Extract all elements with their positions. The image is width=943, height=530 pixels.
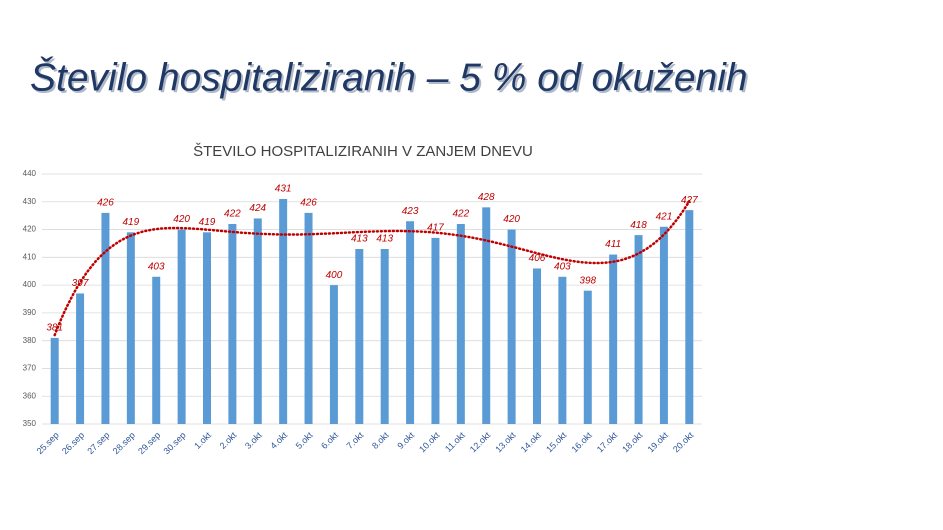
- bar: [659, 226, 668, 424]
- data-label: 403: [554, 261, 571, 272]
- x-tick-label: 11.okt: [443, 430, 467, 454]
- data-label: 413: [351, 234, 368, 245]
- data-label: 422: [453, 209, 470, 220]
- x-tick-label: 17.okt: [595, 430, 620, 455]
- data-label: 420: [173, 214, 190, 225]
- x-tick-label: 1.okt: [192, 430, 213, 451]
- bar: [329, 285, 338, 424]
- data-label: 419: [123, 217, 140, 228]
- data-label: 417: [427, 223, 444, 234]
- y-tick-label: 400: [23, 280, 37, 289]
- y-tick-label: 410: [23, 252, 37, 261]
- bar: [482, 207, 491, 424]
- bar: [609, 254, 618, 424]
- x-tick-label: 16.okt: [569, 430, 594, 455]
- data-label: 420: [503, 214, 520, 225]
- data-label: 381: [46, 323, 63, 334]
- data-label: 411: [605, 239, 621, 250]
- title-shadow: Število hospitaliziranih – 5 % od okužen…: [32, 57, 750, 101]
- data-label: 426: [97, 198, 114, 209]
- bar: [685, 210, 694, 424]
- data-label: 403: [148, 261, 165, 272]
- y-tick-label: 430: [23, 197, 37, 206]
- y-tick-label: 350: [23, 419, 37, 428]
- x-tick-label: 30.sep: [162, 430, 188, 456]
- bar: [279, 199, 288, 424]
- x-tick-label: 14.okt: [519, 430, 544, 455]
- x-tick-label: 29.sep: [136, 430, 162, 456]
- y-tick-label: 370: [23, 364, 37, 373]
- x-tick-label: 25.sep: [35, 430, 61, 456]
- y-tick-label: 360: [23, 391, 37, 400]
- bar: [558, 276, 567, 424]
- bar: [101, 212, 110, 424]
- data-label: 427: [681, 195, 698, 206]
- data-label: 400: [326, 270, 343, 281]
- bar: [533, 268, 541, 424]
- x-tick-label: 12.okt: [468, 430, 493, 455]
- x-tick-label: 7.okt: [345, 430, 366, 451]
- bar: [406, 221, 415, 424]
- data-label: 397: [72, 278, 89, 289]
- bar: [634, 235, 643, 424]
- bar: [456, 224, 465, 424]
- bar: [355, 249, 364, 424]
- x-tick-label: 15.okt: [544, 430, 569, 455]
- bar: [583, 290, 592, 424]
- x-tick-label: 4.okt: [268, 430, 289, 451]
- data-label: 426: [300, 198, 317, 209]
- x-tick-label: 3.okt: [243, 430, 264, 451]
- trendline: [53, 199, 691, 337]
- data-label: 413: [376, 234, 393, 245]
- data-label: 398: [579, 275, 596, 286]
- x-tick-label: 6.okt: [319, 430, 340, 451]
- x-tick-label: 2.okt: [218, 430, 239, 451]
- bar: [76, 293, 85, 424]
- bar: [431, 237, 440, 424]
- x-tick-label: 18.okt: [620, 430, 645, 455]
- data-label: 406: [529, 253, 546, 264]
- bar: [152, 276, 161, 424]
- data-label: 419: [199, 217, 216, 228]
- data-label: 423: [402, 206, 419, 217]
- y-tick-label: 420: [23, 225, 37, 234]
- x-tick-label: 9.okt: [395, 430, 416, 451]
- bar: [177, 229, 186, 424]
- x-tick-label: 28.sep: [111, 430, 137, 456]
- x-tick-label: 19.okt: [646, 430, 671, 455]
- x-tick-label: 8.okt: [370, 430, 391, 451]
- data-label: 431: [275, 184, 292, 195]
- data-label: 428: [478, 192, 495, 203]
- data-label: 424: [249, 203, 266, 214]
- bar: [507, 229, 516, 424]
- x-tick-label: 10.okt: [417, 430, 442, 455]
- bar: [50, 337, 59, 424]
- bar: [380, 249, 389, 424]
- y-tick-label: 380: [23, 336, 37, 345]
- slide-title: Število hospitaliziranih – 5 % od okužen…: [30, 55, 748, 99]
- data-label: 421: [656, 211, 673, 222]
- y-tick-label: 390: [23, 308, 37, 317]
- data-label: 418: [630, 220, 647, 231]
- bar: [304, 212, 313, 424]
- bar: [203, 232, 211, 424]
- bar: [126, 232, 135, 424]
- x-tick-label: 27.sep: [85, 430, 111, 456]
- x-tick-label: 13.okt: [493, 430, 518, 455]
- y-tick-label: 440: [23, 169, 37, 178]
- data-label: 422: [224, 209, 241, 220]
- bar: [253, 218, 262, 424]
- x-tick-label: 5.okt: [294, 430, 315, 451]
- bar: [228, 224, 237, 424]
- chart-title: ŠTEVILO HOSPITALIZIRANIH V ZANJEM DNEVU: [193, 143, 533, 160]
- x-tick-label: 26.sep: [60, 430, 86, 456]
- x-tick-label: 20.okt: [671, 430, 696, 455]
